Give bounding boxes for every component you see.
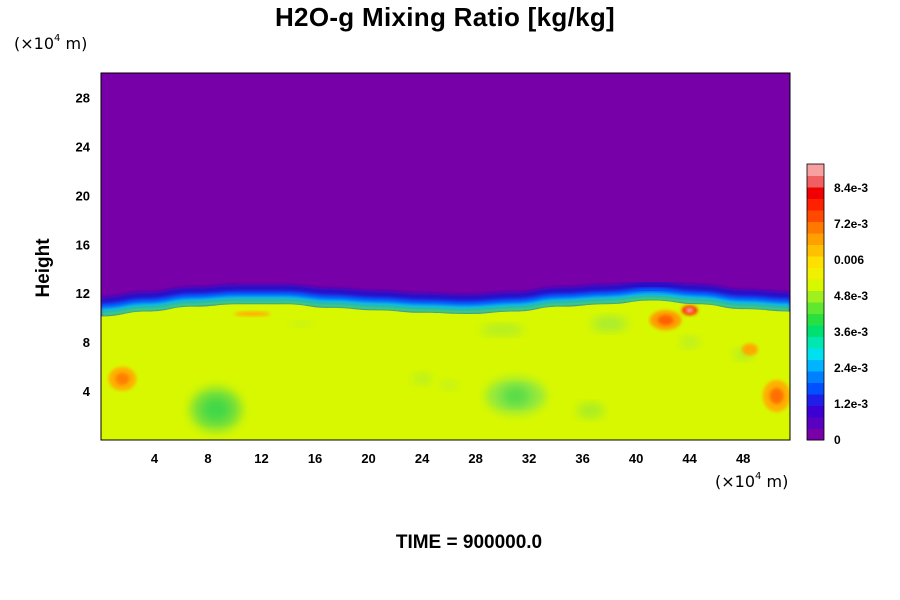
y-tick-label: 8 bbox=[83, 335, 90, 350]
y-axis-unit: (×104 m) bbox=[14, 32, 88, 53]
dry-pocket bbox=[591, 315, 628, 332]
x-tick-label: 4 bbox=[151, 451, 159, 466]
band-blue bbox=[101, 287, 790, 310]
y-tick-label: 24 bbox=[76, 139, 91, 154]
dry-pocket bbox=[202, 397, 231, 422]
colorbar-segment bbox=[807, 244, 824, 257]
moist-spot bbox=[685, 307, 694, 313]
colorbar-segment bbox=[807, 336, 824, 349]
x-tick-label: 16 bbox=[308, 451, 322, 466]
moist-spot bbox=[234, 311, 271, 317]
colorbar-segment bbox=[807, 394, 824, 406]
x-tick-label: 32 bbox=[522, 451, 536, 466]
x-tick-label: 20 bbox=[361, 451, 375, 466]
band-cyan bbox=[101, 292, 790, 313]
colorbar-segment bbox=[807, 325, 824, 337]
x-tick-label: 24 bbox=[415, 451, 430, 466]
colorbar-segment bbox=[807, 267, 824, 280]
y-unit-prefix: (×10 bbox=[14, 34, 55, 53]
colorbar-segment bbox=[807, 348, 824, 360]
time-annotation: TIME = 900000.0 bbox=[395, 532, 543, 553]
x-axis-unit: (×104 m) bbox=[715, 470, 789, 491]
dry-pocket bbox=[501, 385, 530, 406]
colorbar-segment bbox=[807, 279, 824, 291]
x-unit-exponent: 4 bbox=[755, 470, 762, 482]
colorbar-segment bbox=[807, 290, 824, 303]
y-axis-ticks: 4 8 12 16 20 24 28 bbox=[76, 90, 91, 399]
x-tick-label: 40 bbox=[629, 451, 643, 466]
x-tick-label: 44 bbox=[682, 451, 697, 466]
colorbar-tick-label: 1.2e-3 bbox=[834, 397, 868, 411]
dry-pocket bbox=[576, 402, 605, 419]
x-tick-label: 48 bbox=[736, 451, 750, 466]
y-tick-label: 28 bbox=[76, 90, 90, 105]
colorbar: 0 1.2e-3 2.4e-3 3.6e-3 4.8e-3 0.006 7.2e-3 8.4e… bbox=[806, 163, 868, 447]
colorbar-segment bbox=[807, 428, 824, 441]
moist-spot bbox=[769, 387, 784, 404]
y-tick-label: 12 bbox=[76, 286, 90, 301]
y-tick-label: 16 bbox=[76, 237, 90, 252]
colorbar-tick-label: 2.4e-3 bbox=[834, 361, 868, 375]
colorbar-segment bbox=[807, 198, 824, 211]
colorbar-tick-label: 8.4e-3 bbox=[834, 181, 868, 195]
colorbar-tick-label: 0 bbox=[834, 433, 841, 447]
dry-pocket bbox=[289, 320, 314, 327]
colorbar-segment bbox=[807, 382, 824, 395]
moist-spot bbox=[741, 343, 758, 356]
colorbar-segment bbox=[807, 256, 824, 268]
x-axis-ticks: 4 8 12 16 20 24 28 32 36 40 44 48 bbox=[151, 451, 751, 466]
band-dark-blue bbox=[101, 281, 790, 306]
field-plot-area bbox=[101, 73, 790, 440]
x-tick-label: 36 bbox=[575, 451, 589, 466]
colorbar-frame bbox=[806, 163, 825, 441]
colorbar-segment bbox=[807, 164, 824, 176]
colorbar-segment bbox=[807, 417, 824, 429]
colorbar-tick-label: 3.6e-3 bbox=[834, 325, 868, 339]
colorbar-segment bbox=[807, 210, 824, 222]
dry-pocket bbox=[412, 372, 433, 385]
moist-spot bbox=[115, 372, 130, 385]
moist-lower-region bbox=[101, 300, 790, 440]
dry-pocket bbox=[440, 379, 457, 390]
y-unit-exponent: 4 bbox=[54, 32, 61, 44]
chart-title: H2O-g Mixing Ratio [kg/kg] bbox=[274, 2, 616, 32]
y-tick-label: 20 bbox=[76, 188, 90, 203]
colorbar-segment bbox=[807, 371, 824, 383]
x-tick-label: 8 bbox=[204, 451, 211, 466]
colorbar-segment bbox=[807, 313, 824, 326]
colorbar-segment bbox=[807, 359, 824, 372]
colorbar-segment bbox=[807, 302, 824, 314]
colorbar-segment bbox=[807, 405, 824, 418]
colorbar-tick-label: 0.006 bbox=[834, 253, 864, 267]
dry-pocket bbox=[480, 323, 525, 336]
colorbar-tick-label: 7.2e-3 bbox=[834, 217, 868, 231]
colorbar-segment bbox=[807, 175, 824, 188]
moist-spot bbox=[657, 315, 674, 326]
plot-frame bbox=[100, 72, 791, 441]
colorbar-segment bbox=[807, 187, 824, 199]
x-unit-suffix: m) bbox=[761, 472, 789, 491]
x-tick-label: 28 bbox=[468, 451, 482, 466]
colorbar-segment bbox=[807, 221, 824, 234]
x-tick-label: 12 bbox=[254, 451, 268, 466]
y-tick-label: 4 bbox=[83, 384, 91, 399]
band-green bbox=[101, 296, 790, 317]
colorbar-segment bbox=[807, 233, 824, 245]
dry-pocket bbox=[679, 336, 700, 349]
y-unit-suffix: m) bbox=[60, 34, 88, 53]
x-unit-prefix: (×10 bbox=[715, 472, 756, 491]
colorbar-tick-label: 4.8e-3 bbox=[834, 289, 868, 303]
